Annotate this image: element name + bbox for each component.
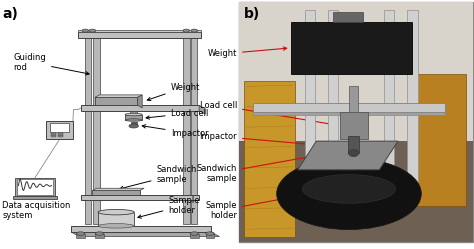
Bar [81,105,199,111]
PathPatch shape [71,232,219,237]
PathPatch shape [95,95,142,97]
Bar [130,111,137,116]
Bar [85,38,91,224]
Bar [95,234,104,238]
Bar [291,22,412,74]
Bar [349,86,358,113]
Bar [15,178,55,196]
PathPatch shape [92,188,144,190]
Bar [254,103,445,113]
Text: Load cell: Load cell [200,101,336,126]
Bar [50,123,69,132]
Bar [239,2,473,151]
Ellipse shape [95,232,104,235]
Bar [58,135,63,137]
Bar [348,136,359,153]
Text: Guiding
rod: Guiding rod [13,53,89,75]
Text: Sandwich
sample: Sandwich sample [120,165,197,189]
Text: Data acquisition
system: Data acquisition system [2,201,71,220]
Bar [51,133,56,135]
Ellipse shape [98,224,134,228]
Ellipse shape [129,124,138,128]
Ellipse shape [191,29,198,32]
Bar [414,74,465,206]
Ellipse shape [277,158,421,230]
Text: Load cell: Load cell [146,109,208,119]
Ellipse shape [76,232,85,235]
Bar [244,81,295,237]
Text: Sandwich
sample: Sandwich sample [197,155,312,183]
Ellipse shape [89,29,96,32]
Ellipse shape [125,113,142,116]
Bar [46,121,73,139]
PathPatch shape [298,141,398,170]
Text: Weight: Weight [147,83,200,101]
Bar [305,10,315,182]
Bar [17,179,53,195]
Ellipse shape [348,149,359,157]
Bar [13,196,57,199]
Bar [407,10,418,182]
Text: Weight: Weight [208,47,287,58]
Bar [190,234,199,238]
Text: Impactor: Impactor [200,132,350,149]
PathPatch shape [137,95,142,108]
Bar [71,226,211,232]
Bar [51,135,56,137]
Text: a): a) [2,7,18,21]
Text: Sample
holder: Sample holder [206,197,287,220]
Bar [81,195,199,200]
Bar [333,12,364,22]
Bar [92,190,140,195]
Ellipse shape [125,119,142,121]
Bar [93,38,100,224]
PathPatch shape [199,105,205,114]
Bar [58,133,63,135]
Bar [76,234,85,238]
Ellipse shape [206,232,214,235]
Ellipse shape [98,209,134,215]
Ellipse shape [82,29,89,32]
Text: Sample
holder: Sample holder [138,196,200,218]
Text: Impactor: Impactor [142,125,208,138]
Bar [191,38,197,224]
Bar [95,97,137,105]
Bar [340,113,368,139]
Bar [78,32,201,38]
Bar [328,10,338,182]
Bar [239,2,473,242]
Bar [239,141,473,242]
Bar [131,122,137,125]
Ellipse shape [190,232,199,235]
Bar [254,113,445,115]
Bar [125,115,142,120]
Bar [78,30,201,32]
Bar [183,38,190,224]
Ellipse shape [183,29,190,32]
Ellipse shape [302,175,396,203]
Text: b): b) [244,7,260,21]
Bar [98,212,134,226]
Bar [384,10,394,182]
Bar [206,234,214,238]
